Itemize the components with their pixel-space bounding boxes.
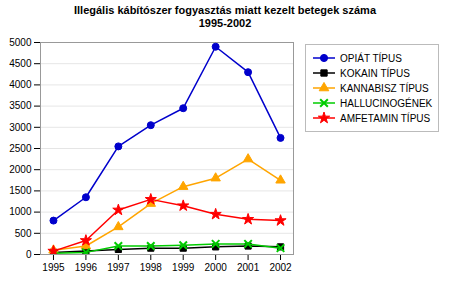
svg-text:4500: 4500	[9, 58, 32, 69]
svg-text:1997: 1997	[107, 262, 130, 273]
svg-text:1000: 1000	[9, 206, 32, 217]
svg-text:1995: 1995	[42, 262, 65, 273]
svg-text:0: 0	[26, 249, 32, 260]
svg-text:1500: 1500	[9, 185, 32, 196]
svg-text:2000: 2000	[205, 262, 228, 273]
html-text:AMFETAMIN TÍPUS: AMFETAMIN TÍPUS	[340, 112, 431, 124]
html-text:1995-2002: 1995-2002	[198, 17, 252, 29]
svg-text:4000: 4000	[9, 79, 32, 90]
svg-text:3000: 3000	[9, 122, 32, 133]
html-text:KANNABISZ TÍPUS: KANNABISZ TÍPUS	[340, 82, 429, 94]
html-text:Illegális kábítószer fogyasztá: Illegális kábítószer fogyasztás miatt ke…	[74, 4, 376, 16]
html-text:KOKAIN TÍPUS: KOKAIN TÍPUS	[340, 67, 410, 79]
svg-text:2002: 2002	[269, 262, 292, 273]
svg-text:2001: 2001	[237, 262, 260, 273]
svg-text:2500: 2500	[9, 143, 32, 154]
svg-text:1996: 1996	[75, 262, 98, 273]
svg-text:500: 500	[15, 228, 32, 239]
svg-text:2000: 2000	[9, 164, 32, 175]
html-text:HALLUCINOGÉNEK: HALLUCINOGÉNEK	[340, 97, 433, 109]
html-text:OPIÁT TÍPUS: OPIÁT TÍPUS	[340, 52, 402, 64]
svg-text:1999: 1999	[172, 262, 195, 273]
svg-text:5000: 5000	[9, 37, 32, 48]
svg-text:1998: 1998	[140, 262, 163, 273]
svg-text:3500: 3500	[9, 100, 32, 111]
